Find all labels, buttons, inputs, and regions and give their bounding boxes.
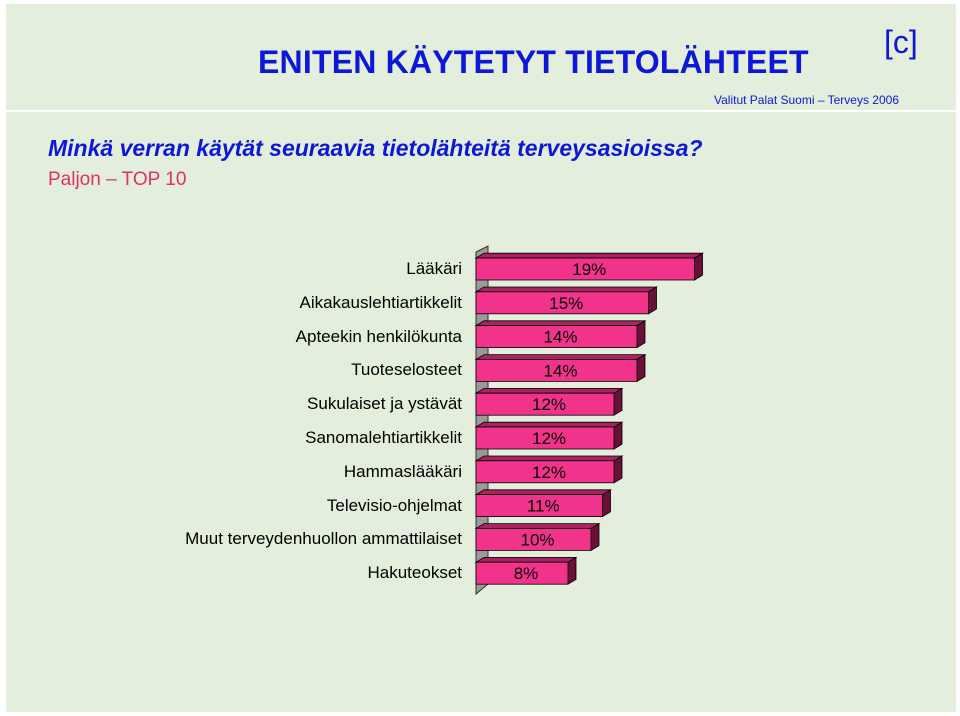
survey-question: Minkä verran käytät seuraavia tietolähte… bbox=[48, 135, 703, 161]
bar bbox=[475, 358, 638, 382]
bar-top bbox=[474, 557, 578, 563]
bar-top bbox=[474, 286, 658, 293]
category-label: Hammaslääkäri bbox=[343, 461, 462, 481]
data-label: 10% bbox=[520, 530, 554, 549]
bar-top bbox=[474, 421, 624, 428]
data-label: 15% bbox=[549, 294, 583, 313]
bar-top bbox=[474, 354, 647, 360]
page-title: ENITEN KÄYTETYT TIETOLÄHTEET bbox=[258, 44, 809, 80]
category-label: Aikakauslehtiartikkelit bbox=[299, 292, 462, 312]
bar bbox=[475, 291, 649, 315]
bar-top bbox=[474, 320, 647, 327]
data-label: 19% bbox=[572, 260, 606, 279]
data-label: 11% bbox=[527, 497, 560, 516]
data-label: 12% bbox=[532, 395, 566, 414]
data-label: 14% bbox=[543, 361, 577, 380]
bar-top bbox=[474, 387, 624, 394]
bar bbox=[475, 426, 615, 450]
category-label: Tuoteselosteet bbox=[351, 360, 462, 380]
bar bbox=[475, 528, 592, 551]
bar bbox=[475, 392, 615, 416]
bar bbox=[475, 325, 638, 349]
data-label: 14% bbox=[543, 328, 577, 347]
category-label: Sukulaiset ja ystävät bbox=[307, 394, 462, 414]
category-label: Televisio-ohjelmat bbox=[326, 495, 462, 515]
category-label: Apteekin henkilökunta bbox=[295, 326, 462, 346]
category-label: Sanomalehtiartikkelit bbox=[305, 428, 462, 447]
category-label: Lääkäri bbox=[406, 259, 462, 278]
bar-top bbox=[474, 489, 612, 496]
category-label: Muut terveydenhuollon ammattilaiset bbox=[185, 529, 462, 549]
chart-subtitle: Paljon – TOP 10 bbox=[48, 169, 187, 190]
data-label: 8% bbox=[514, 564, 539, 583]
bar bbox=[475, 494, 603, 518]
category-label: Hakuteokset bbox=[367, 563, 463, 583]
bar-top bbox=[474, 523, 601, 529]
header-band bbox=[6, 4, 956, 112]
bar bbox=[475, 460, 615, 484]
data-label: 12% bbox=[532, 463, 566, 482]
bar-top bbox=[474, 455, 624, 462]
bar bbox=[475, 561, 569, 585]
brand-logo: [c] bbox=[884, 24, 918, 60]
data-label: 12% bbox=[532, 429, 566, 448]
bar-top bbox=[474, 252, 704, 259]
source-note: Valitut Palat Suomi – Terveys 2006 bbox=[714, 93, 899, 107]
bar bbox=[475, 257, 695, 281]
